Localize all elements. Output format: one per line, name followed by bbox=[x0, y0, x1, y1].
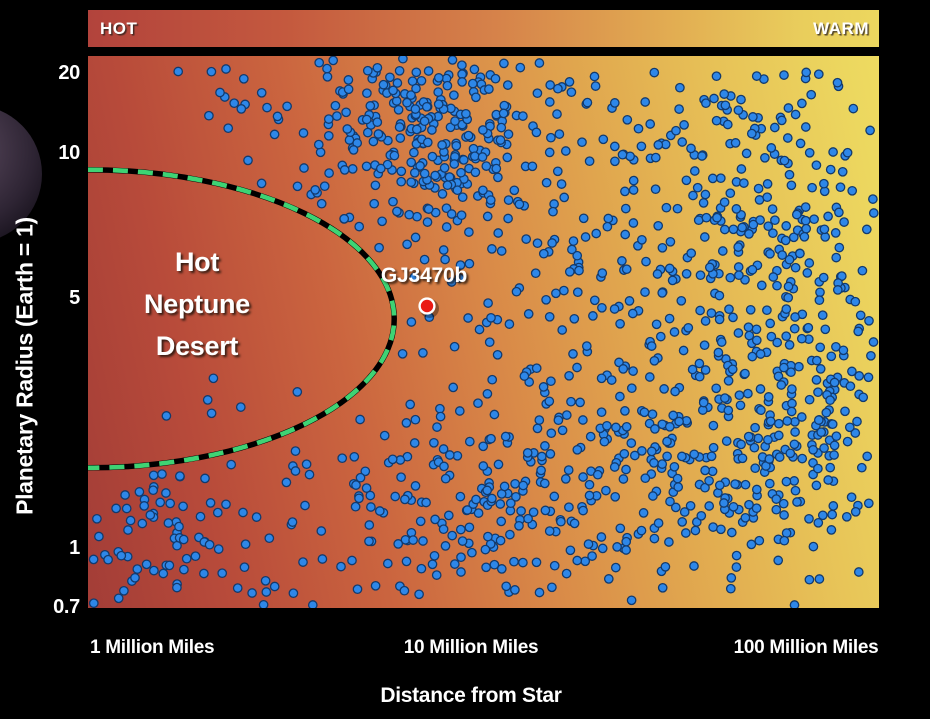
hot-label: HOT bbox=[100, 18, 138, 38]
y-tick-1: 1 bbox=[69, 537, 80, 559]
exoplanet-dots bbox=[88, 56, 879, 608]
y-tick-0-7: 0.7 bbox=[53, 596, 80, 618]
y-axis-title: Planetary Radius (Earth = 1) bbox=[11, 217, 38, 515]
y-tick-20: 20 bbox=[58, 62, 80, 84]
x-tick-1-million-miles: 1 Million Miles bbox=[90, 637, 215, 658]
y-tick-10: 10 bbox=[58, 142, 80, 164]
x-tick-100-million-miles: 100 Million Miles bbox=[733, 637, 879, 658]
temperature-gradient-bar: HOT WARM bbox=[88, 10, 879, 47]
desert-boundary-base bbox=[88, 166, 397, 471]
scatter-plot-canvas bbox=[88, 56, 879, 608]
gj3470b-point bbox=[418, 297, 436, 315]
x-tick-10-million-miles: 10 Million Miles bbox=[403, 637, 539, 658]
y-tick-5: 5 bbox=[69, 287, 80, 309]
x-axis-title: Distance from Star bbox=[380, 684, 562, 707]
warm-label: WARM bbox=[813, 18, 869, 38]
plot-area: Hot Neptune Desert GJ3470b bbox=[88, 56, 879, 608]
